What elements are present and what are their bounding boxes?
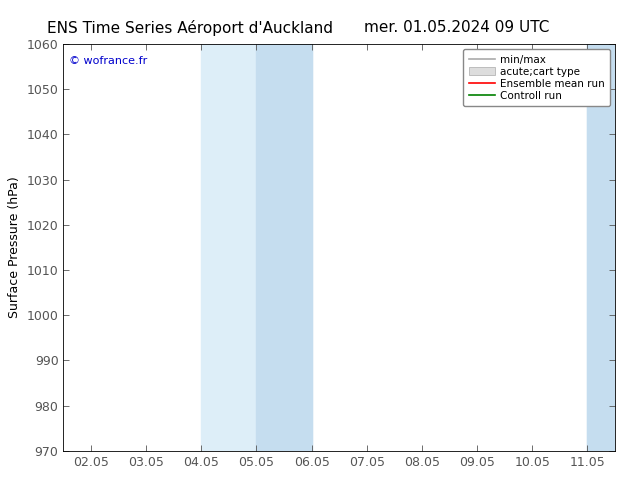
Text: © wofrance.fr: © wofrance.fr bbox=[69, 56, 147, 66]
Legend: min/max, acute;cart type, Ensemble mean run, Controll run: min/max, acute;cart type, Ensemble mean … bbox=[463, 49, 610, 106]
Bar bbox=[588, 44, 634, 451]
Y-axis label: Surface Pressure (hPa): Surface Pressure (hPa) bbox=[8, 176, 21, 318]
Bar bbox=[202, 44, 312, 451]
Bar bbox=[256, 44, 312, 451]
Text: ENS Time Series Aéroport d'Auckland: ENS Time Series Aéroport d'Auckland bbox=[47, 20, 333, 36]
Text: mer. 01.05.2024 09 UTC: mer. 01.05.2024 09 UTC bbox=[364, 20, 549, 35]
Bar bbox=[588, 44, 626, 451]
